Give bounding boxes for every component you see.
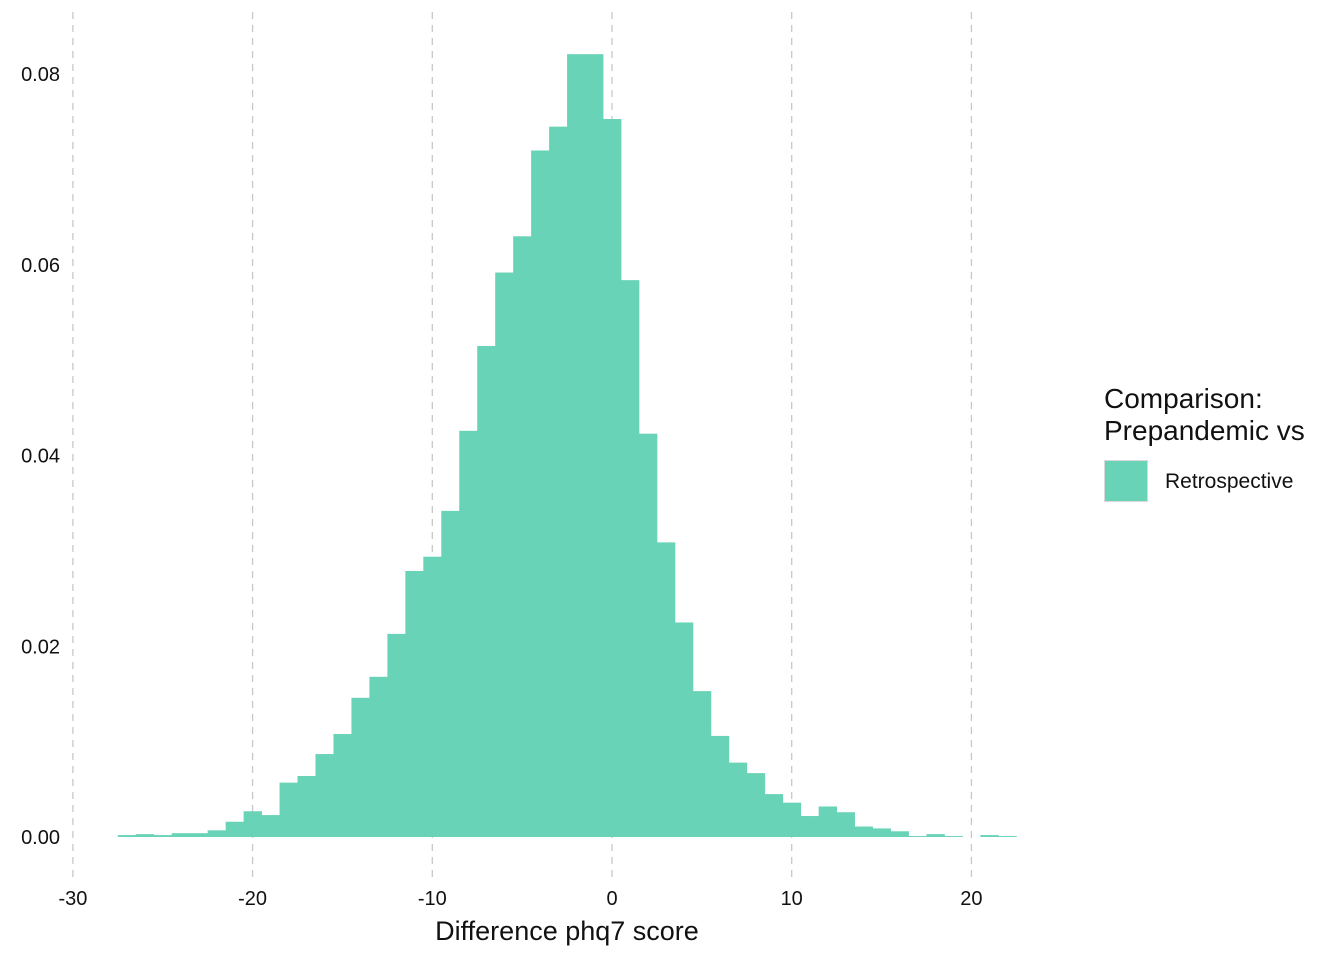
histogram-bar-38	[800, 816, 820, 837]
histogram-bar-41	[854, 826, 873, 837]
histogram-bar-12	[333, 734, 352, 837]
histogram-bar-22	[513, 236, 532, 838]
histogram-bar-3	[171, 833, 191, 837]
histogram-bar-43	[890, 831, 909, 837]
histogram-bar-49	[998, 836, 1017, 837]
histogram-bar-14	[369, 676, 388, 837]
x-axis-ticks: -30 -20 -10 0 10 20	[58, 888, 982, 910]
histogram-bar-45	[926, 834, 945, 837]
legend-title-line-2: Prepandemic vs	[1104, 415, 1305, 446]
histogram-bar-5	[207, 830, 227, 837]
histogram-bars	[117, 54, 1017, 838]
histogram-bar-29	[638, 433, 658, 837]
x-axis-title: Difference phq7 score	[435, 916, 699, 946]
histogram-bar-8	[261, 815, 280, 837]
histogram-bar-33	[710, 735, 730, 837]
histogram-bar-36	[764, 794, 784, 837]
y-tick-label-2: 0.04	[21, 446, 60, 468]
x-tick-label-2: -10	[418, 888, 447, 910]
legend-key-retrospective	[1104, 460, 1148, 502]
y-tick-label-3: 0.06	[21, 255, 60, 277]
histogram-bar-32	[692, 691, 712, 837]
histogram-bar-19	[459, 430, 478, 837]
histogram-bar-26	[585, 54, 604, 837]
histogram-bar-11	[315, 754, 334, 837]
histogram-bar-31	[674, 622, 694, 837]
legend-label-retrospective: Retrospective	[1165, 470, 1294, 493]
y-axis-ticks: 0.00 0.02 0.04 0.06 0.08	[21, 64, 60, 849]
histogram-bar-24	[549, 126, 568, 837]
x-tick-label-5: 20	[960, 888, 982, 910]
legend-title: Comparison: Prepandemic vs	[1104, 383, 1305, 447]
histogram-bar-42	[872, 828, 891, 837]
histogram-bar-46	[944, 836, 963, 837]
histogram-bar-30	[656, 542, 676, 837]
histogram-bar-28	[620, 280, 640, 837]
histogram-bar-7	[243, 811, 262, 837]
histogram-bar-40	[836, 812, 855, 837]
histogram-bar-21	[495, 272, 514, 837]
histogram-bar-18	[441, 510, 460, 837]
legend-title-line-1: Comparison:	[1104, 383, 1263, 414]
histogram-bar-1	[135, 834, 155, 837]
histogram-bar-44	[908, 836, 927, 837]
y-tick-label-1: 0.02	[21, 636, 60, 658]
histogram-bar-10	[297, 775, 316, 837]
histogram-bar-4	[189, 833, 209, 837]
x-tick-label-4: 10	[781, 888, 803, 910]
histogram-bar-35	[746, 773, 766, 837]
histogram-bar-9	[279, 782, 298, 837]
histogram-bar-16	[405, 570, 424, 837]
histogram-bar-0	[117, 835, 137, 837]
histogram-bar-6	[225, 821, 245, 837]
histogram-bar-15	[387, 633, 406, 837]
x-tick-label-0: -30	[58, 888, 87, 910]
histogram-bar-25	[567, 54, 586, 837]
histogram-bar-20	[477, 345, 496, 837]
histogram-bar-37	[782, 802, 802, 837]
x-tick-label-3: 0	[606, 888, 617, 910]
histogram-bar-27	[603, 119, 622, 837]
histogram-bar-13	[351, 697, 370, 837]
histogram-bar-34	[728, 762, 748, 837]
histogram-bar-17	[423, 556, 442, 837]
y-tick-label-4: 0.08	[21, 64, 60, 86]
x-tick-label-1: -20	[238, 888, 267, 910]
histogram-bar-39	[818, 806, 838, 837]
y-tick-label-0: 0.00	[21, 827, 60, 849]
histogram-bar-2	[153, 835, 173, 837]
histogram-bar-48	[980, 835, 999, 837]
histogram-bar-23	[531, 150, 550, 838]
